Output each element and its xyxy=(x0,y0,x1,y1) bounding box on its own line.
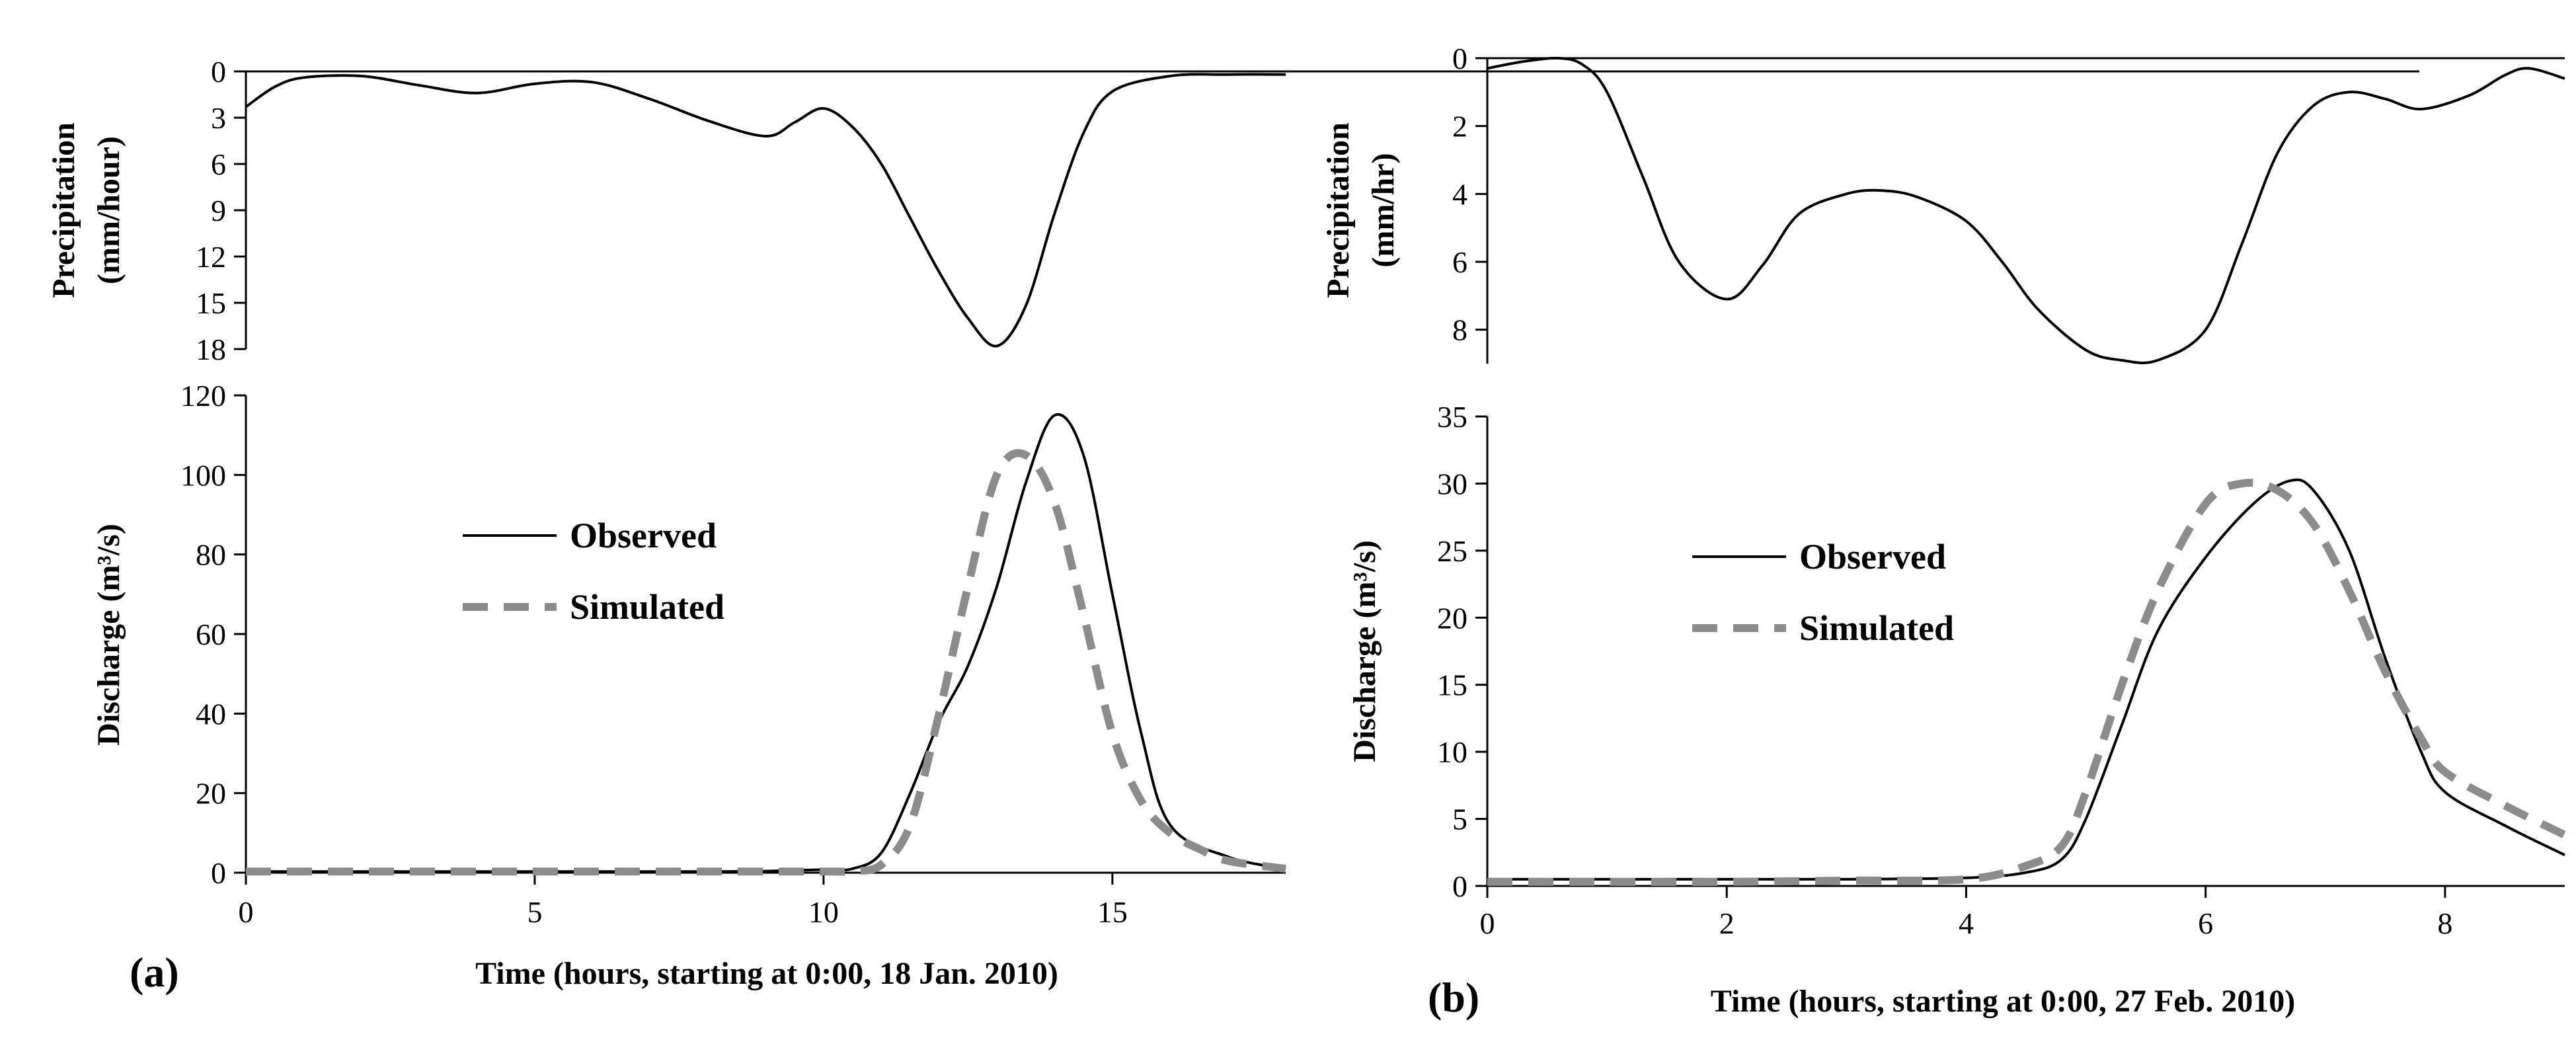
precip-a-y-tick-label: 6 xyxy=(211,147,226,181)
precip-a-y-ticks: 0 3 6 9 12 15 18 xyxy=(196,55,246,366)
legend-b-simulated-label: Simulated xyxy=(1799,608,1954,648)
discharge-b-x-tick-label: 0 xyxy=(1480,906,1495,940)
discharge-b-simulated-line xyxy=(1487,479,2567,887)
precip-b-y-ticks: 0 2 4 6 8 xyxy=(1452,42,1487,347)
precip-plot-b: 0 2 4 6 8 Precipitation (mm/hr) xyxy=(1321,42,2565,364)
discharge-b-y-tick-label: 25 xyxy=(1437,534,1467,568)
discharge-a-y-tick-label: 60 xyxy=(196,618,226,651)
precip-plot-a: 0 3 6 9 12 15 18 Precipitation (mm/hour) xyxy=(46,55,2419,366)
discharge-b-x-tick-label: 6 xyxy=(2198,906,2213,940)
discharge-a-x-tick-label: 5 xyxy=(527,895,542,929)
discharge-a-y-tick-label: 0 xyxy=(211,856,226,890)
discharge-b-y-tick-label: 5 xyxy=(1452,803,1467,836)
discharge-b-x-tick-label: 8 xyxy=(2437,906,2452,940)
discharge-b-y-tick-label: 35 xyxy=(1437,400,1467,434)
precip-b-ylabel-line2: (mm/hr) xyxy=(1366,153,1401,267)
discharge-plot-b: 0 5 10 15 20 25 30 35 0 2 4 6 8 Discharge (m³/s) Ti… xyxy=(1347,400,2567,1021)
discharge-a-x-tick-label: 10 xyxy=(808,895,839,929)
discharge-a-y-tick-label: 120 xyxy=(180,379,226,413)
precip-a-y-tick-label: 0 xyxy=(211,55,226,89)
discharge-a-xlabel: Time (hours, starting at 0:00, 18 Jan. 2… xyxy=(475,956,1058,991)
discharge-a-observed-line xyxy=(246,413,1286,873)
precip-b-y-tick-label: 8 xyxy=(1452,313,1467,347)
discharge-a-simulated-line xyxy=(246,449,1286,876)
panel-b-label: (b) xyxy=(1428,974,1479,1021)
discharge-b-y-tick-label: 15 xyxy=(1437,668,1467,702)
panel-a-label: (a) xyxy=(130,949,179,996)
discharge-b-ylabel: Discharge (m³/s) xyxy=(1347,540,1382,762)
discharge-a-y-ticks: 0 20 40 60 80 100 120 xyxy=(180,379,246,890)
precip-b-series-line xyxy=(1487,56,2565,364)
precip-a-y-tick-label: 3 xyxy=(211,101,226,135)
discharge-a-y-tick-label: 80 xyxy=(196,538,226,572)
discharge-b-y-tick-label: 10 xyxy=(1437,735,1467,769)
precip-a-y-tick-label: 15 xyxy=(196,286,226,320)
precip-b-ylabel-line1: Precipitation xyxy=(1321,122,1356,298)
legend-b: Observed Simulated xyxy=(1692,537,1954,648)
precip-a-series-line xyxy=(245,73,1286,348)
precip-b-y-tick-label: 4 xyxy=(1452,177,1467,211)
legend-b-observed-label: Observed xyxy=(1799,537,1946,577)
discharge-a-y-tick-label: 40 xyxy=(196,697,226,731)
precip-b-y-tick-label: 2 xyxy=(1452,110,1467,143)
discharge-b-xlabel: Time (hours, starting at 0:00, 27 Feb. 2… xyxy=(1711,984,2295,1019)
precip-a-y-tick-label: 9 xyxy=(211,194,226,227)
discharge-b-y-tick-label: 20 xyxy=(1437,601,1467,635)
discharge-a-x-tick-label: 15 xyxy=(1097,895,1128,929)
discharge-b-x-tick-label: 2 xyxy=(1719,906,1735,940)
legend-a-simulated-label: Simulated xyxy=(570,587,724,627)
discharge-b-x-ticks: 0 2 4 6 8 xyxy=(1480,886,2452,940)
discharge-a-x-ticks: 0 5 10 15 xyxy=(239,873,1128,929)
discharge-a-x-tick-label: 0 xyxy=(239,895,254,929)
discharge-b-y-tick-label: 30 xyxy=(1437,467,1467,500)
discharge-b-observed-line xyxy=(1487,478,2565,881)
legend-a: Observed Simulated xyxy=(463,516,724,627)
discharge-a-y-tick-label: 100 xyxy=(180,458,226,492)
precip-b-y-tick-label: 0 xyxy=(1452,42,1467,75)
precip-a-ylabel-line1: Precipitation xyxy=(46,122,81,298)
discharge-a-ylabel: Discharge (m³/s) xyxy=(91,524,126,746)
discharge-b-x-tick-label: 4 xyxy=(1959,906,1974,940)
precip-b-y-tick-label: 6 xyxy=(1452,245,1467,279)
legend-a-observed-label: Observed xyxy=(570,516,717,555)
precip-a-y-tick-label: 12 xyxy=(196,240,226,274)
discharge-a-y-tick-label: 20 xyxy=(196,777,226,811)
precip-a-y-tick-label: 18 xyxy=(196,333,226,366)
discharge-b-y-ticks: 0 5 10 15 20 25 30 35 xyxy=(1437,400,1487,903)
precip-a-ylabel-line2: (mm/hour) xyxy=(91,136,126,284)
discharge-b-y-tick-label: 0 xyxy=(1452,869,1467,903)
